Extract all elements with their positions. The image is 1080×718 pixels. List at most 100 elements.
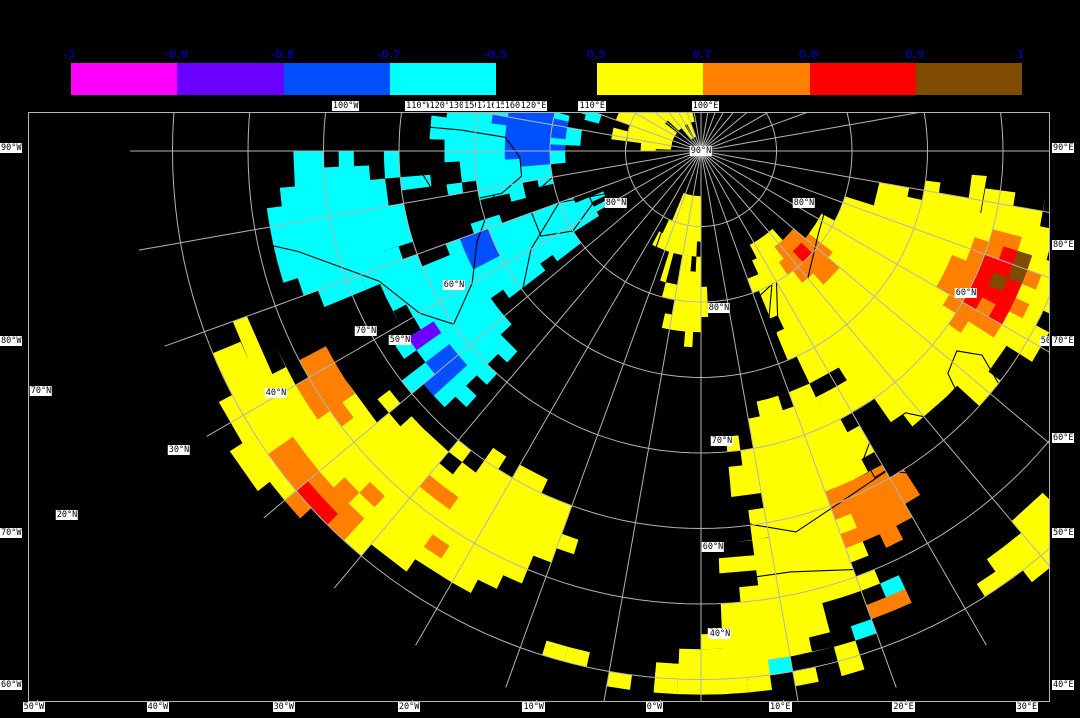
meridian-10: [701, 155, 799, 701]
bottom-tickmark-6: [783, 700, 785, 704]
negative-correlation-colorbar: [70, 62, 497, 96]
inline-label-60°N-8: 60°N: [701, 542, 725, 552]
meridian-60: [704, 152, 1049, 353]
right-tick-60°E: 60°E: [1052, 432, 1075, 443]
left-tick-70°W: 70°W: [0, 527, 23, 538]
positive-peak-atlantic-sw: [296, 481, 338, 525]
coastline-scandinavia: [734, 282, 773, 391]
positive-correlation-colorbar-tick-1: 0.7: [692, 48, 713, 61]
positive-core-mediterranean: [824, 464, 921, 549]
inline-label-90°N-0: 90°N: [689, 146, 713, 156]
meridian-40: [703, 154, 1049, 567]
positive-max-centralasia-1: [988, 272, 1008, 292]
negative-correlation-colorbar-segment-0: [71, 63, 178, 95]
positive-correlation-colorbar-tick-4: 1: [1017, 48, 1025, 61]
negative-correlation-colorbar-tick-0: -1: [63, 48, 77, 61]
negative-correlation-colorbar-tick-2: -0.8: [270, 48, 295, 61]
bottom-tick-40°W: 40°W: [146, 702, 170, 712]
coastline-black-sea: [863, 412, 935, 479]
inline-label-60°N-9: 60°N: [954, 288, 978, 298]
bottom-tickmark-5: [659, 700, 661, 704]
positive-speck-bottom-6: [792, 667, 819, 687]
meridian-50: [704, 153, 1049, 444]
negative-speck-7: [766, 645, 793, 675]
meridian--40: [333, 154, 699, 589]
negative-correlation-colorbar-tick-3: -0.7: [376, 48, 401, 61]
positive-blob-sahara: [654, 647, 793, 695]
bottom-tick-0°W: 0°W: [645, 702, 664, 712]
meridian-80: [705, 151, 1049, 213]
top-tick-100°E-11: 100°E: [691, 101, 720, 111]
bottom-tick-10°W: 10°W: [522, 702, 545, 712]
right-tick-40°E: 40°E: [1052, 680, 1075, 691]
map-canvas: [29, 113, 1049, 701]
positive-correlation-field: [212, 113, 1049, 695]
meridian-110: [705, 113, 807, 150]
meridian--20: [505, 155, 700, 688]
inline-label-70°N-5: 70°N: [710, 436, 734, 446]
positive-core-atlantic-sw: [268, 436, 365, 541]
meridian-70: [705, 152, 1049, 279]
positive-max-centralasia-3: [1013, 250, 1047, 270]
bottom-tickmark-4: [536, 700, 538, 704]
right-tick-80°E: 80°E: [1052, 239, 1075, 250]
bottom-tickmark-1: [160, 700, 162, 704]
negative-correlation-colorbar-segment-2: [283, 63, 390, 95]
inline-label-80°N-1: 80°N: [604, 198, 628, 208]
negative-blob-atlantic-ne: [360, 246, 453, 325]
negative-speck-1: [400, 163, 432, 191]
positive-correlation-colorbar-tick-2: 0.8: [798, 48, 819, 61]
right-tick-50°E: 50°E: [1052, 527, 1075, 538]
positive-correlation-colorbar-segment-2: [809, 63, 916, 95]
top-tick-160°E-8: 160°E: [503, 101, 532, 111]
positive-blob-mediterranean: [718, 496, 881, 627]
positive-blob-scandinavia: [747, 228, 824, 321]
positive-speck-bottom-3: [701, 679, 725, 695]
inline-label-40°N-14: 40°N: [708, 629, 732, 639]
coastline-iceland: [620, 313, 659, 339]
positive-blob-arctic-2: [653, 113, 699, 140]
inline-label-50°N-11: 50°N: [1039, 336, 1049, 346]
polar-map-panel[interactable]: 90°N 80°N 80°N 80°N 70°N 70°N 70°N 60°N 60°N 60°N…: [28, 112, 1050, 702]
meridian--110: [595, 113, 697, 150]
positive-speck-bottom-1: [606, 671, 632, 690]
left-tick-90°W: 90°W: [0, 143, 23, 154]
inline-label-70°N-4: 70°N: [354, 326, 378, 336]
negative-blob-atlantic-mid: [266, 151, 413, 307]
bottom-tickmark-7: [906, 700, 908, 704]
coastline-namerica-east: [224, 194, 495, 325]
bottom-tickmark-3: [411, 700, 413, 704]
bottom-tick-20°W: 20°W: [397, 702, 421, 712]
inline-label-70°N-6: 70°N: [29, 386, 53, 396]
meridian--10: [603, 155, 701, 701]
inline-label-20°N-16: 20°N: [55, 510, 79, 520]
positive-blob-svalbard: [652, 192, 705, 286]
top-tick-120°W-2: 120°W: [428, 101, 457, 111]
left-tick-80°W: 80°W: [0, 336, 23, 347]
positive-speck-atlantic-1: [359, 482, 385, 508]
coastline-british-isles: [662, 391, 698, 453]
bottom-tick-30°E: 30°E: [1015, 702, 1039, 712]
negative-speck-9: [580, 113, 615, 124]
inline-label-40°N-13: 40°N: [264, 388, 288, 398]
positive-speck-atlantic-2: [423, 534, 450, 559]
bottom-tickmark-8: [1029, 700, 1031, 704]
positive-speck-bottom-5: [542, 640, 569, 662]
positive-colorbar-ticklabels: 0.5 0.7 0.8 0.9 1: [586, 48, 1025, 62]
bottom-tick-30°W: 30°W: [272, 702, 296, 712]
negative-blob-labrador: [395, 283, 518, 408]
coastline-europe-west: [628, 281, 779, 561]
graticule: [130, 113, 1049, 701]
negative-correlation-colorbar-segment-1: [177, 63, 284, 95]
positive-speck-bottom-o: [866, 588, 912, 620]
negative-colorbar-ticklabels: -1 -0.9 -0.8 -0.7 -0.5: [64, 48, 507, 62]
top-tick-110°E-10: 110°E: [578, 101, 607, 111]
positive-correlation-colorbar-tick-0: 0.5: [586, 48, 606, 61]
left-tick-60°W: 60°W: [0, 680, 23, 691]
top-tick-120°E-9: 120°E: [519, 101, 548, 111]
positive-core-atlantic-w: [295, 346, 355, 427]
meridian--50: [263, 153, 698, 519]
right-tick-70°E: 70°E: [1052, 336, 1075, 347]
top-tick-110°W-1: 110°W: [405, 101, 433, 111]
